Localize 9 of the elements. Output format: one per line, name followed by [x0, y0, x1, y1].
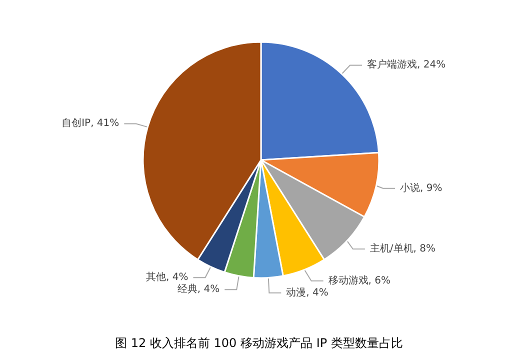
slice-label: 其他, 4% — [146, 271, 188, 284]
slice-label: 移动游戏, 6% — [328, 274, 391, 286]
text: 图 12 收入排名前 100 移动游戏产品 IP 类型数量占比 — [115, 336, 403, 350]
slice-label: 主机/单机, 8% — [370, 242, 436, 254]
slice-label: 小说, 9% — [400, 182, 442, 194]
slice-label: 经典, 4% — [177, 283, 220, 296]
slice-label: 自创IP, 41% — [62, 117, 120, 130]
slice-label: 客户端游戏, 24% — [366, 58, 446, 71]
slice-label: 动漫, 4% — [286, 286, 328, 298]
